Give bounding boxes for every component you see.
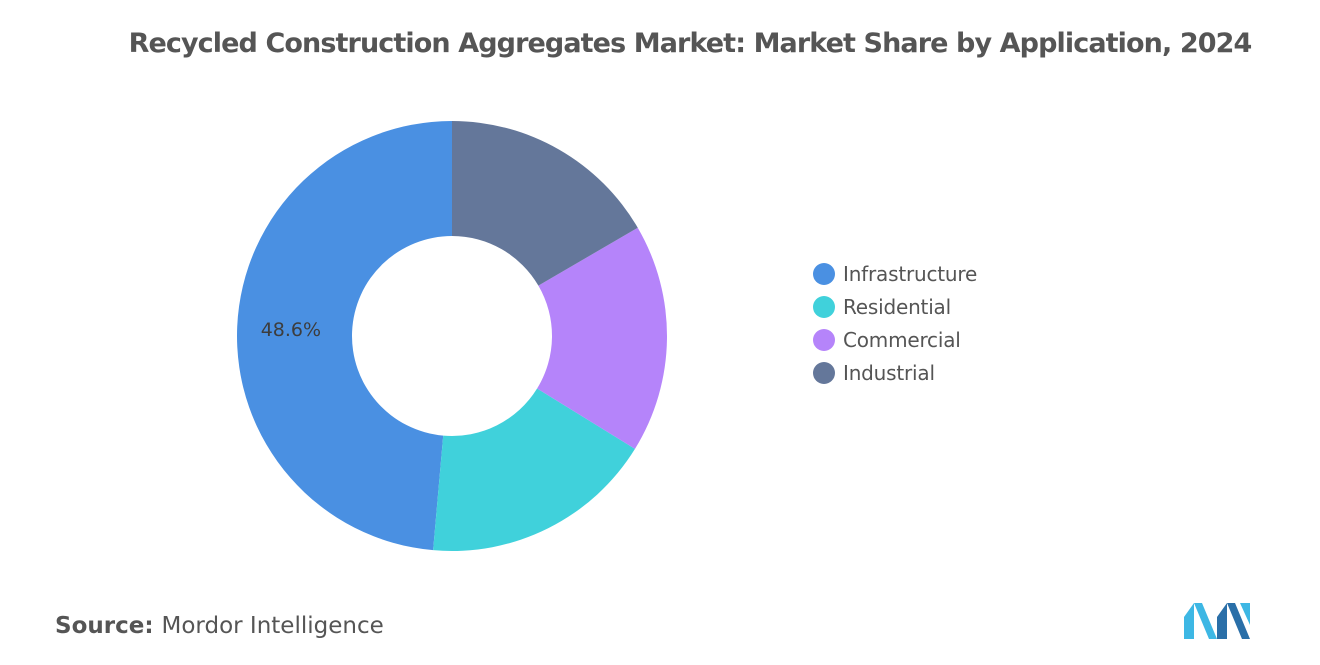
legend-swatch xyxy=(813,361,835,384)
legend-swatch xyxy=(813,295,835,318)
legend-label: Industrial xyxy=(843,360,935,385)
legend-item-commercial: Commercial xyxy=(813,323,977,356)
source-value: Mordor Intelligence xyxy=(161,613,384,639)
chart-legend: Infrastructure Residential Commercial Indus… xyxy=(813,257,977,389)
legend-item-infrastructure: Infrastructure xyxy=(813,257,977,290)
source-label: Source: xyxy=(55,613,154,639)
legend-item-residential: Residential xyxy=(813,290,977,323)
legend-swatch xyxy=(813,262,835,285)
donut-slice-residential xyxy=(433,388,635,551)
source-line: Source: Mordor Intelligence xyxy=(55,613,384,639)
data-label-infrastructure: 48.6% xyxy=(261,319,321,341)
legend-label: Residential xyxy=(843,294,951,319)
legend-swatch xyxy=(813,328,835,351)
legend-label: Commercial xyxy=(843,327,961,352)
donut-slice-infrastructure xyxy=(236,121,452,551)
donut-slice-commercial xyxy=(537,227,667,449)
legend-item-industrial: Industrial xyxy=(813,356,977,389)
mordor-intelligence-logo-icon xyxy=(1184,603,1250,639)
chart-title: Recycled Construction Aggregates Market:… xyxy=(128,28,1253,59)
donut-slice-industrial xyxy=(452,121,638,286)
legend-label: Infrastructure xyxy=(843,261,978,286)
donut-chart: 48.6% xyxy=(236,121,667,551)
